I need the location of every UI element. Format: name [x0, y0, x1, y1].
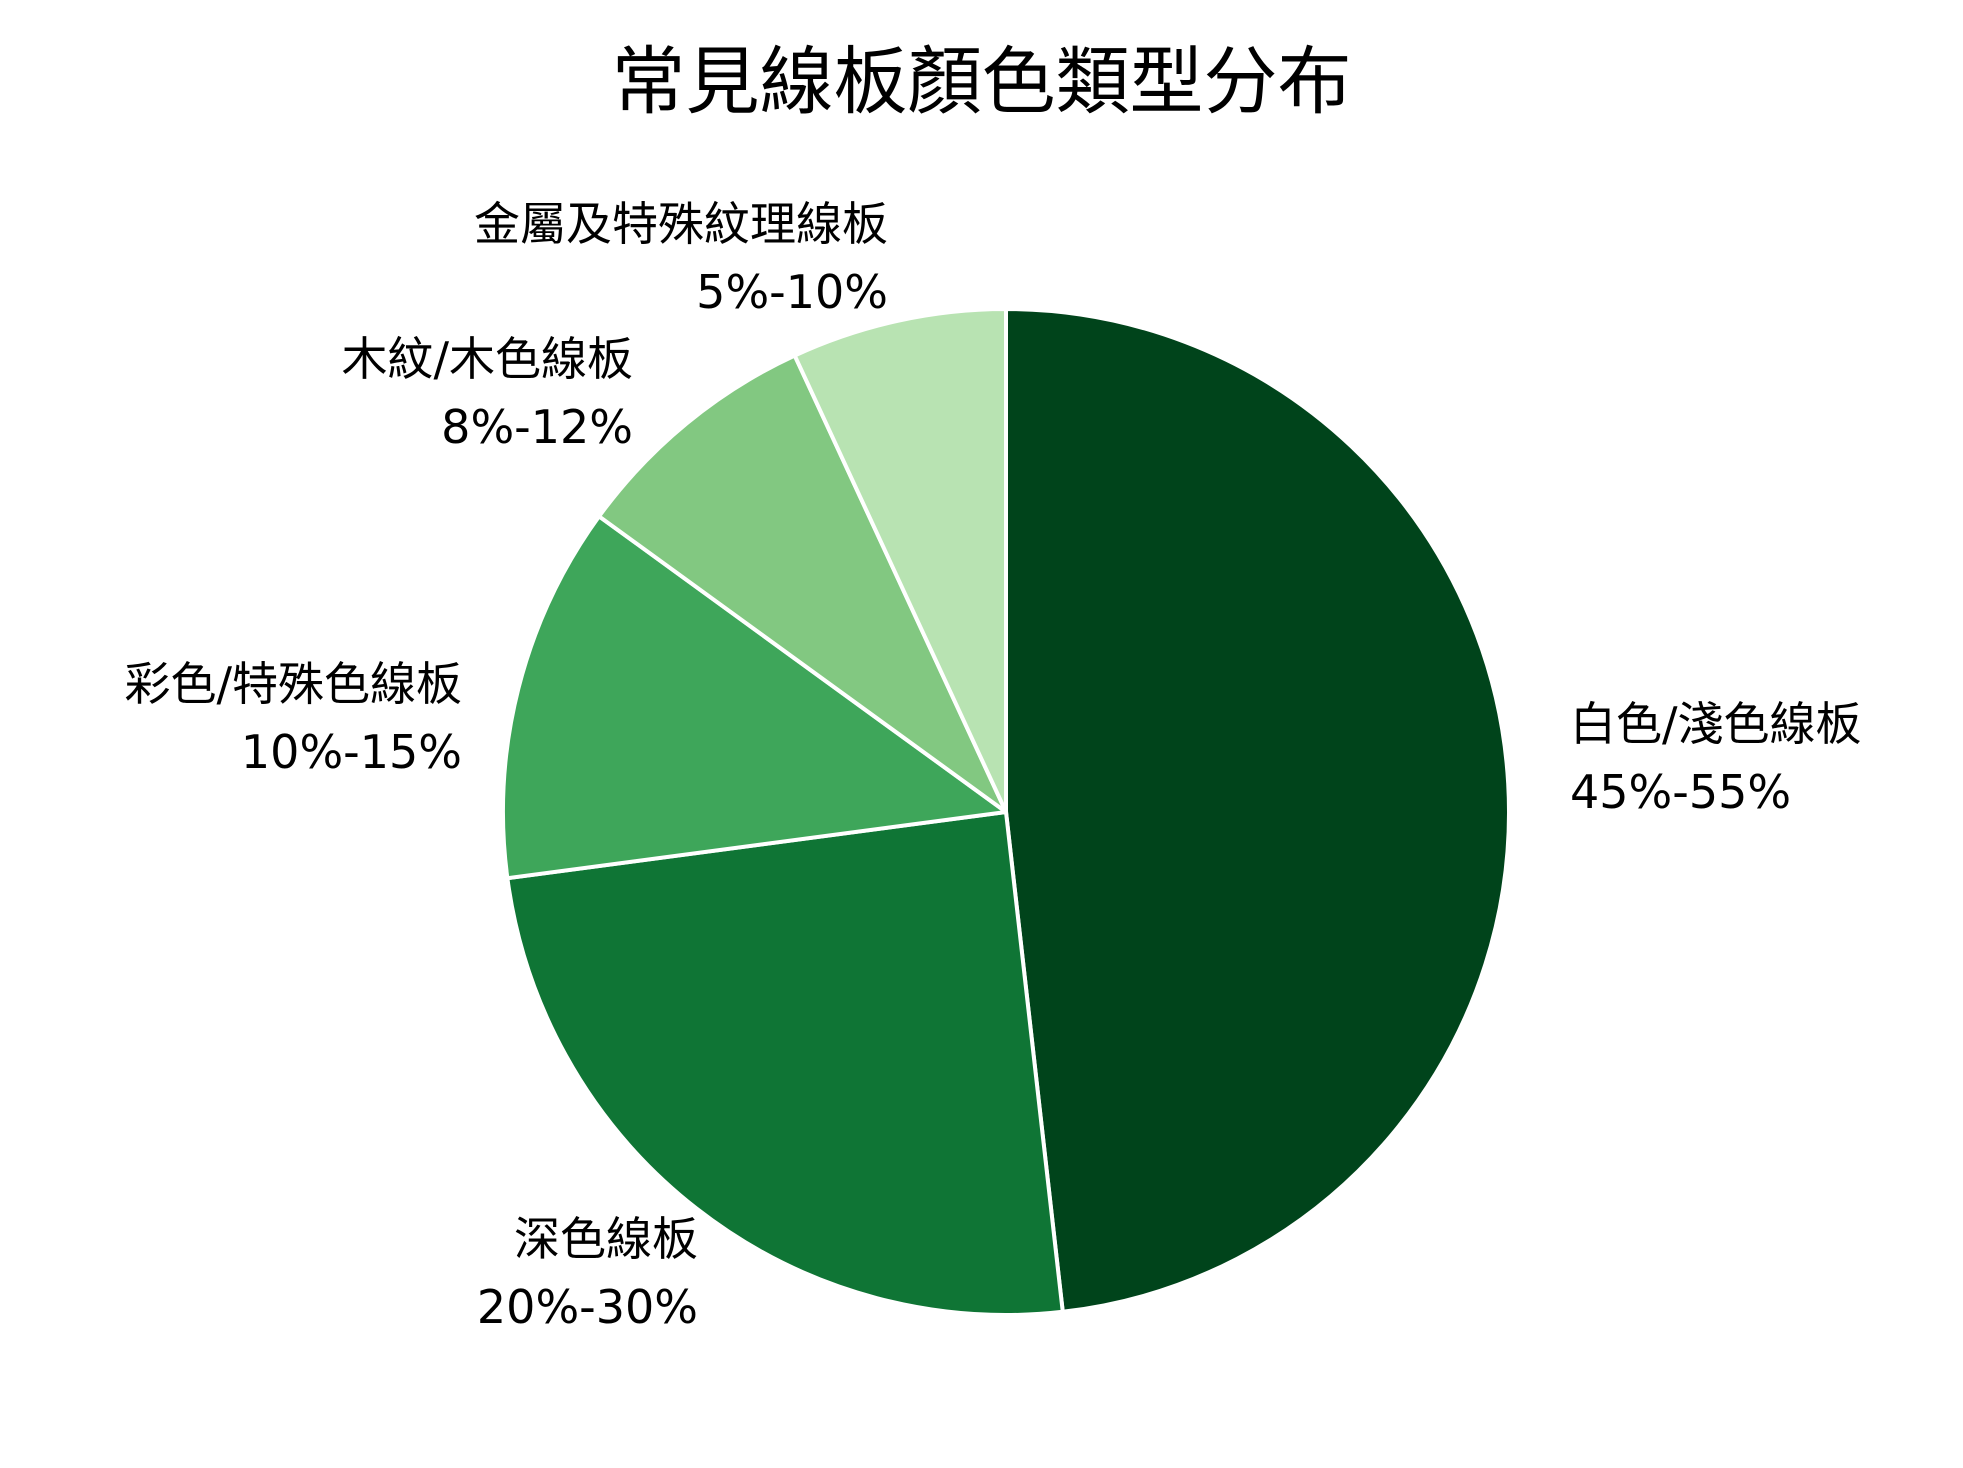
- slice-value-label-2: 10%-15%: [241, 725, 462, 779]
- slice-labels: 白色/淺色線板 45%-55% 深色線板 20%-30% 彩色/特殊色線板 10%-15%…: [125, 197, 1862, 1334]
- slice-label-1: 深色線板: [514, 1212, 698, 1266]
- pie-slices: [501, 307, 1511, 1318]
- slice-label-0: 白色/淺色線板: [1570, 697, 1862, 751]
- pie-slice-4: [792, 307, 1008, 814]
- slice-value-label-3: 8%-12%: [441, 400, 633, 454]
- pie-slice-3: [597, 353, 1008, 814]
- pie-slice-0: [1004, 307, 1511, 1314]
- slice-value-label-4: 5%-10%: [696, 265, 888, 319]
- chart-title: 常見線板顏色類型分布: [611, 39, 1352, 125]
- slice-value-label-1: 20%-30%: [477, 1280, 698, 1334]
- pie-slice-1: [505, 810, 1065, 1318]
- slice-label-4: 金屬及特殊紋理線板: [474, 197, 888, 251]
- slice-label-3: 木紋/木色線板: [342, 332, 634, 386]
- slice-label-2: 彩色/特殊色線板: [125, 657, 463, 711]
- pie-slice-2: [501, 514, 1008, 881]
- slice-value-label-0: 45%-55%: [1570, 765, 1791, 819]
